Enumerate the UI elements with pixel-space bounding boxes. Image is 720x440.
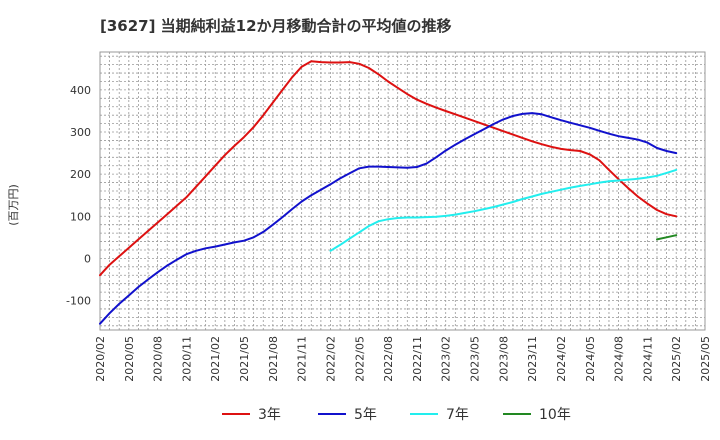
x-tick-label: 2025/05 bbox=[699, 336, 712, 382]
x-tick-label: 2022/11 bbox=[411, 336, 424, 382]
x-tick-label: 2021/08 bbox=[267, 336, 280, 382]
x-tick-label: 2020/11 bbox=[180, 336, 193, 382]
x-tick-label: 2024/02 bbox=[555, 336, 568, 382]
x-axis-ticks: 2020/02 2020/05 2020/08 2020/11 2021/02 2021/… bbox=[94, 336, 712, 382]
x-tick-label: 2023/02 bbox=[440, 336, 453, 382]
x-tick-label: 2022/08 bbox=[382, 336, 395, 382]
x-tick-label: 2024/08 bbox=[613, 336, 626, 382]
legend: 3年 5年 7年 10年 bbox=[222, 407, 571, 423]
y-axis-ticks: -100 0 100 200 300 400 bbox=[66, 84, 91, 308]
x-tick-label: 2020/05 bbox=[123, 336, 136, 382]
x-tick-label: 2022/05 bbox=[353, 336, 366, 382]
plot-area bbox=[99, 51, 706, 331]
legend-label: 3年 bbox=[258, 407, 281, 423]
y-tick-label: -100 bbox=[66, 295, 91, 308]
legend-label: 10年 bbox=[539, 407, 571, 423]
y-tick-label: 300 bbox=[70, 126, 91, 139]
chart-title: [3627] 当期純利益12か月移動合計の平均値の推移 bbox=[100, 17, 452, 35]
x-tick-label: 2020/02 bbox=[94, 336, 107, 382]
y-tick-label: 0 bbox=[84, 252, 91, 265]
x-tick-label: 2024/11 bbox=[641, 336, 654, 382]
y-tick-label: 400 bbox=[70, 84, 91, 97]
series-line bbox=[99, 60, 678, 277]
x-tick-label: 2021/11 bbox=[296, 336, 309, 382]
x-tick-label: 2021/02 bbox=[209, 336, 222, 382]
x-tick-label: 2024/05 bbox=[584, 336, 597, 382]
x-tick-label: 2023/11 bbox=[526, 336, 539, 382]
series-line bbox=[99, 112, 678, 325]
legend-label: 5年 bbox=[354, 407, 377, 423]
y-tick-label: 200 bbox=[70, 168, 91, 181]
x-tick-label: 2023/05 bbox=[469, 336, 482, 382]
x-tick-label: 2020/08 bbox=[152, 336, 165, 382]
series-line bbox=[656, 234, 678, 241]
x-tick-label: 2021/05 bbox=[238, 336, 251, 382]
series-lines bbox=[99, 60, 678, 325]
series-line bbox=[329, 168, 678, 252]
y-tick-label: 100 bbox=[70, 210, 91, 223]
grid bbox=[100, 52, 705, 330]
x-tick-label: 2022/02 bbox=[324, 336, 337, 382]
x-tick-label: 2023/08 bbox=[497, 336, 510, 382]
x-tick-label: 2025/02 bbox=[670, 336, 683, 382]
y-axis-label: (百万円) bbox=[7, 184, 20, 226]
legend-label: 7年 bbox=[446, 407, 469, 423]
